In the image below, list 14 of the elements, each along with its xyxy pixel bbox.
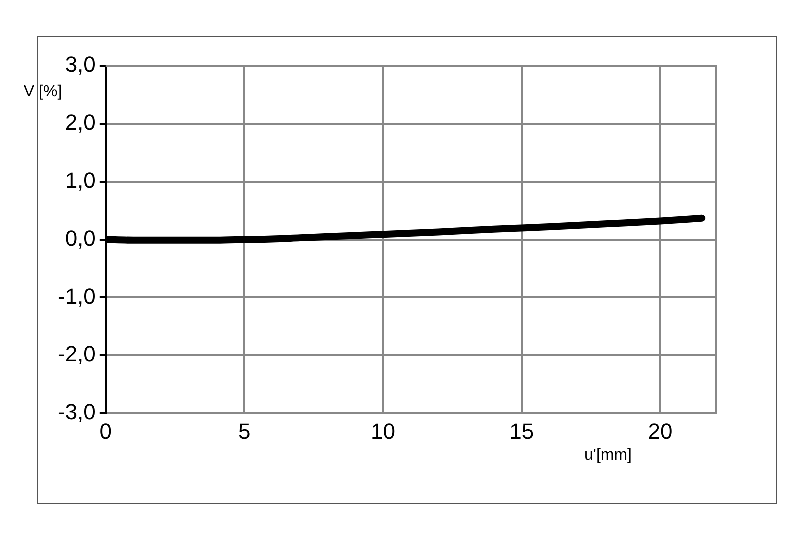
- y-tick-label: 0,0: [65, 226, 96, 251]
- x-tick-label: 20: [648, 418, 673, 444]
- y-tick-label: -2,0: [58, 342, 96, 367]
- y-tick-label: -1,0: [58, 284, 96, 309]
- y-axis-title: V [%]: [24, 83, 62, 100]
- y-tick-label: -3,0: [58, 400, 96, 425]
- x-axis-title: u'[mm]: [584, 447, 632, 464]
- y-tick-label: 2,0: [65, 110, 96, 135]
- y-tick-label: 1,0: [65, 168, 96, 193]
- y-tick-label: 3,0: [65, 52, 96, 78]
- x-tick-label: 10: [370, 418, 396, 444]
- x-tick-label: 5: [238, 418, 251, 444]
- x-tick-label: 0: [100, 418, 112, 444]
- x-tick-label: 15: [510, 418, 534, 444]
